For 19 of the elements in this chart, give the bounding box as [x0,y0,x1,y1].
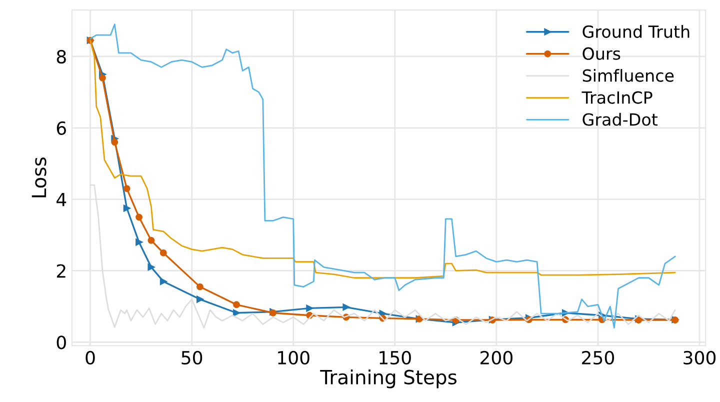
y-tick-label: 2 [56,264,66,278]
legend-label: Simfluence [582,68,674,82]
x-tick-label: 150 [380,350,411,365]
legend-label: Ground Truth [582,25,690,38]
x-tick-label: 100 [278,350,310,365]
y-tick-label: 6 [56,121,66,136]
legend-label: Ours [582,47,620,60]
x-tick-label: 0 [86,350,95,365]
x-tick-label: 300 [684,350,716,365]
legend-label: TracInCP [582,91,652,104]
x-tick-label: 50 [182,350,202,365]
x-tick-label: 250 [582,350,614,365]
x-tick-label: 200 [480,350,512,365]
x-axis-title: Training Steps [320,369,456,388]
y-tick-label: 8 [56,50,66,64]
y-tick-label: 4 [56,193,66,206]
legend-label: Grad-Dot [582,112,658,126]
y-tick-label: 0 [56,336,66,350]
y-axis-title: Loss [32,158,46,198]
